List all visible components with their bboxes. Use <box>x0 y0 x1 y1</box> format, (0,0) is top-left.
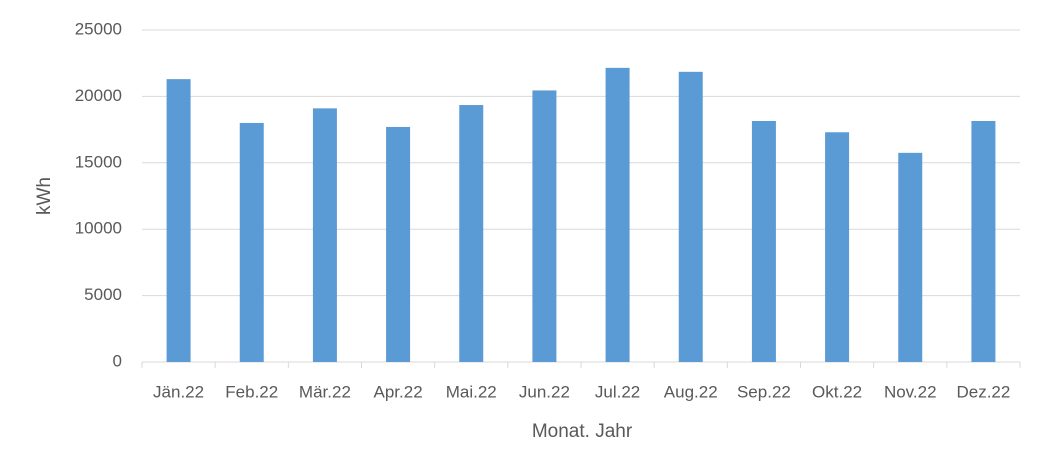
y-tick-label: 5000 <box>84 285 122 304</box>
y-tick-label: 15000 <box>75 152 122 171</box>
x-tick-label: Jän.22 <box>153 382 204 401</box>
x-tick-label: Mär.22 <box>299 382 351 401</box>
bar <box>898 152 923 362</box>
y-axis-title: kWh <box>34 177 55 215</box>
x-axis-title: Monat. Jahr <box>532 421 633 442</box>
x-tick-label: Feb.22 <box>225 382 278 401</box>
x-tick-label: Nov.22 <box>884 382 937 401</box>
y-tick-label: 0 <box>113 351 122 370</box>
bar <box>386 126 411 362</box>
bar <box>166 79 191 363</box>
bar <box>971 120 996 362</box>
bar <box>239 122 264 363</box>
x-tick-label: Jul.22 <box>595 382 640 401</box>
x-tick-label: Apr.22 <box>374 382 423 401</box>
x-tick-label: Okt.22 <box>812 382 862 401</box>
bar <box>605 67 630 363</box>
bar <box>825 132 850 362</box>
y-tick-label: 20000 <box>75 86 122 105</box>
x-tick-label: Jun.22 <box>519 382 570 401</box>
x-tick-label: Dez.22 <box>956 382 1010 401</box>
y-tick-label: 10000 <box>75 219 122 238</box>
bar <box>678 71 703 362</box>
x-tick-label: Sep.22 <box>737 382 791 401</box>
x-tick-label: Aug.22 <box>664 382 718 401</box>
y-tick-label: 25000 <box>75 19 122 38</box>
x-tick-label: Mai.22 <box>446 382 497 401</box>
bar <box>459 105 484 363</box>
bar <box>532 90 557 362</box>
bar <box>312 108 337 363</box>
bar <box>751 120 776 362</box>
